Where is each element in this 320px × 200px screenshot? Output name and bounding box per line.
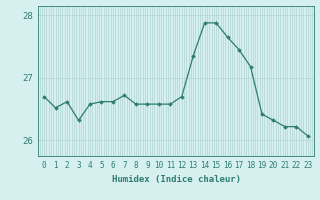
X-axis label: Humidex (Indice chaleur): Humidex (Indice chaleur) — [111, 175, 241, 184]
